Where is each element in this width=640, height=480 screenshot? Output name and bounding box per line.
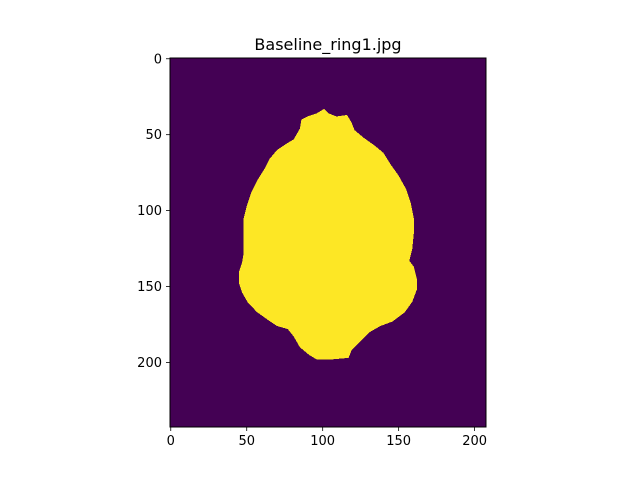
image-area	[170, 58, 486, 427]
x-tick-label: 100	[310, 434, 335, 449]
y-tick-label: 200	[137, 356, 162, 371]
x-tick-label: 50	[238, 434, 255, 449]
x-tick-label: 0	[167, 434, 175, 449]
y-tick-label: 0	[154, 52, 162, 67]
y-axis: 0 50 100 150 200	[137, 52, 170, 371]
x-tick-label: 200	[462, 434, 487, 449]
y-tick-label: 100	[137, 204, 162, 219]
chart-title: Baseline_ring1.jpg	[254, 35, 401, 55]
y-tick-label: 50	[145, 128, 162, 143]
y-tick-label: 150	[137, 280, 162, 295]
x-axis: 0 50 100 150 200	[167, 427, 487, 449]
x-tick-label: 150	[386, 434, 411, 449]
